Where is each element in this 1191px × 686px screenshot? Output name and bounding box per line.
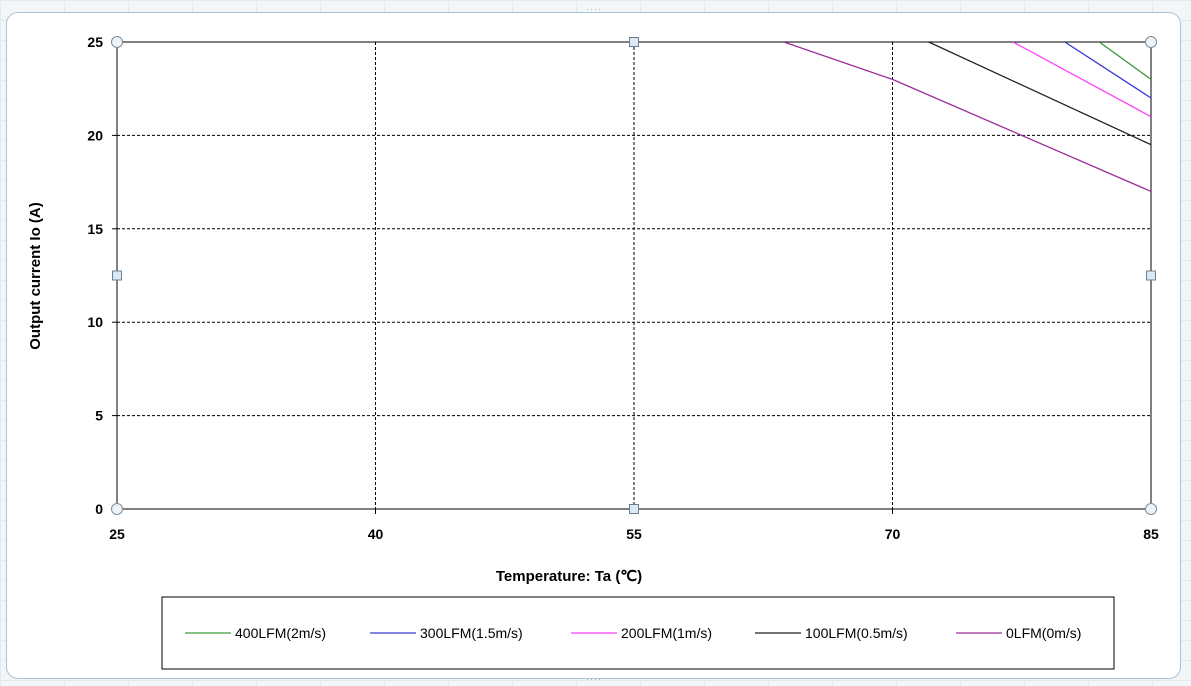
legend-label-3: 100LFM(0.5m/s) xyxy=(805,625,908,641)
x-axis-title: Temperature: Ta (℃) xyxy=(496,568,642,585)
legend-label-2: 200LFM(1m/s) xyxy=(621,625,712,641)
y-tick-label: 15 xyxy=(87,221,103,237)
y-tick-label: 5 xyxy=(95,408,103,424)
x-tick-label: 25 xyxy=(109,526,125,542)
top-resize-grip-icon[interactable]: ···· xyxy=(586,4,602,14)
x-tick-label: 85 xyxy=(1143,526,1159,542)
series-line-1 xyxy=(1064,42,1151,99)
legend-box xyxy=(161,596,1115,670)
edge-handle[interactable] xyxy=(629,504,639,514)
series-line-2 xyxy=(1012,42,1151,118)
series-line-0 xyxy=(1098,42,1151,80)
x-tick-label: 55 xyxy=(626,526,642,542)
corner-handle[interactable] xyxy=(111,36,123,48)
legend-label-4: 0LFM(0m/s) xyxy=(1006,625,1081,641)
y-tick-label: 0 xyxy=(95,501,103,517)
y-tick-label: 25 xyxy=(87,34,103,50)
y-tick-label: 20 xyxy=(87,127,103,143)
corner-handle[interactable] xyxy=(1145,36,1157,48)
edge-handle[interactable] xyxy=(112,270,122,281)
corner-handle[interactable] xyxy=(111,503,123,515)
plot-selection-handles[interactable] xyxy=(111,36,1157,515)
legend[interactable]: 400LFM(2m/s) 300LFM(1.5m/s) 200LFM(1m/s) 10… xyxy=(161,596,1115,670)
edge-handle[interactable] xyxy=(629,37,639,47)
grid xyxy=(112,41,1152,514)
series-line-4 xyxy=(783,42,1151,192)
legend-label-1: 300LFM(1.5m/s) xyxy=(420,625,523,641)
x-tick-label: 70 xyxy=(885,526,901,542)
bottom-resize-grip-icon[interactable]: ···· xyxy=(586,674,602,684)
edge-handle[interactable] xyxy=(1146,270,1156,281)
series-line-3 xyxy=(928,42,1151,146)
corner-handle[interactable] xyxy=(1145,503,1157,515)
chart-object-frame[interactable]: ···· ···· xyxy=(6,5,1181,684)
y-tick-label: 10 xyxy=(87,314,103,330)
x-tick-label: 40 xyxy=(368,526,384,542)
y-axis-title: Output current Io (A) xyxy=(27,202,44,349)
series-layer xyxy=(783,42,1151,192)
legend-label-0: 400LFM(2m/s) xyxy=(235,625,326,641)
tick-labels: 25 40 55 70 85 0 5 10 15 20 25 xyxy=(87,34,1159,542)
